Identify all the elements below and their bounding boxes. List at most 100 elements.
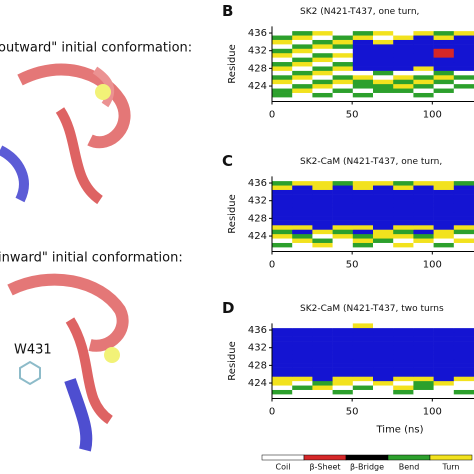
cell bbox=[332, 97, 354, 102]
y-tick-label: 432 bbox=[248, 196, 267, 207]
cell bbox=[413, 216, 434, 221]
cell bbox=[413, 194, 434, 199]
cell bbox=[413, 79, 434, 85]
cell bbox=[292, 358, 313, 364]
y-tick-label: 424 bbox=[248, 378, 267, 389]
cell bbox=[332, 345, 354, 351]
panel-letter: D bbox=[222, 299, 234, 317]
cell bbox=[332, 92, 354, 98]
cell bbox=[373, 189, 394, 195]
cell bbox=[393, 380, 414, 386]
cell bbox=[393, 389, 414, 395]
cell bbox=[393, 61, 414, 67]
cell bbox=[292, 371, 313, 377]
cell bbox=[373, 35, 394, 40]
cell bbox=[433, 189, 455, 195]
cell bbox=[413, 242, 434, 248]
cell bbox=[433, 48, 455, 54]
cell bbox=[433, 389, 455, 395]
cell bbox=[272, 220, 293, 226]
cell bbox=[373, 233, 394, 239]
cell bbox=[393, 70, 414, 76]
cell bbox=[332, 323, 354, 329]
cell bbox=[393, 233, 414, 239]
cell bbox=[373, 371, 394, 377]
cell bbox=[373, 376, 394, 382]
cell bbox=[272, 385, 293, 390]
cell bbox=[352, 247, 374, 252]
cell bbox=[433, 345, 455, 351]
cell bbox=[413, 394, 434, 399]
cell bbox=[413, 336, 434, 342]
cell bbox=[312, 176, 333, 182]
cell bbox=[312, 363, 333, 368]
y-axis-label: Residue bbox=[227, 341, 238, 380]
cell bbox=[393, 323, 414, 329]
cell bbox=[352, 57, 374, 63]
helix bbox=[92, 66, 115, 108]
cell bbox=[352, 211, 374, 217]
cell bbox=[332, 385, 354, 390]
cell bbox=[413, 26, 434, 32]
cell bbox=[413, 61, 434, 67]
cell bbox=[272, 185, 293, 190]
cell bbox=[433, 354, 455, 360]
cell bbox=[272, 74, 293, 80]
cell bbox=[413, 189, 434, 195]
y-tick-label: 432 bbox=[248, 343, 267, 354]
cell bbox=[352, 220, 374, 226]
cell bbox=[393, 224, 414, 230]
cell bbox=[312, 341, 333, 346]
cell bbox=[373, 57, 394, 63]
cell bbox=[312, 349, 333, 355]
cell bbox=[272, 371, 293, 377]
cell bbox=[332, 389, 354, 395]
cell bbox=[312, 394, 333, 399]
legend-swatch bbox=[345, 454, 389, 461]
cell bbox=[332, 229, 354, 235]
y-tick-label: 436 bbox=[248, 325, 267, 336]
legend-label: Coil bbox=[276, 463, 291, 472]
cell bbox=[272, 242, 293, 248]
cell bbox=[393, 180, 414, 186]
cell bbox=[413, 92, 434, 98]
cell bbox=[292, 57, 313, 63]
cell bbox=[393, 92, 414, 98]
cell bbox=[413, 389, 434, 395]
cell bbox=[352, 358, 374, 364]
cell bbox=[352, 238, 374, 243]
cell bbox=[332, 194, 354, 199]
cell bbox=[272, 394, 293, 399]
cell bbox=[373, 207, 394, 213]
cell bbox=[272, 92, 293, 98]
cell bbox=[292, 70, 313, 76]
cell bbox=[312, 35, 333, 40]
cell bbox=[292, 341, 313, 346]
structure-inward bbox=[7, 273, 129, 452]
cell bbox=[413, 323, 434, 329]
caption: outward" initial conformation: bbox=[0, 41, 192, 56]
cell bbox=[393, 336, 414, 342]
legend-swatch bbox=[261, 454, 305, 461]
cell bbox=[453, 211, 474, 217]
cell bbox=[352, 176, 374, 182]
cell bbox=[373, 39, 394, 45]
cell bbox=[433, 323, 455, 329]
cell bbox=[373, 380, 394, 386]
x-tick-label: 100 bbox=[423, 407, 442, 418]
cell bbox=[413, 88, 434, 93]
cell bbox=[292, 238, 313, 243]
cell bbox=[332, 61, 354, 67]
cell bbox=[453, 323, 474, 329]
cell bbox=[352, 26, 374, 32]
cell bbox=[433, 202, 455, 208]
cell bbox=[453, 327, 474, 333]
cell bbox=[292, 242, 313, 248]
cell bbox=[453, 220, 474, 226]
cell bbox=[312, 385, 333, 390]
cell bbox=[312, 26, 333, 32]
cell bbox=[332, 354, 354, 360]
ion bbox=[95, 84, 111, 100]
cell bbox=[413, 220, 434, 226]
